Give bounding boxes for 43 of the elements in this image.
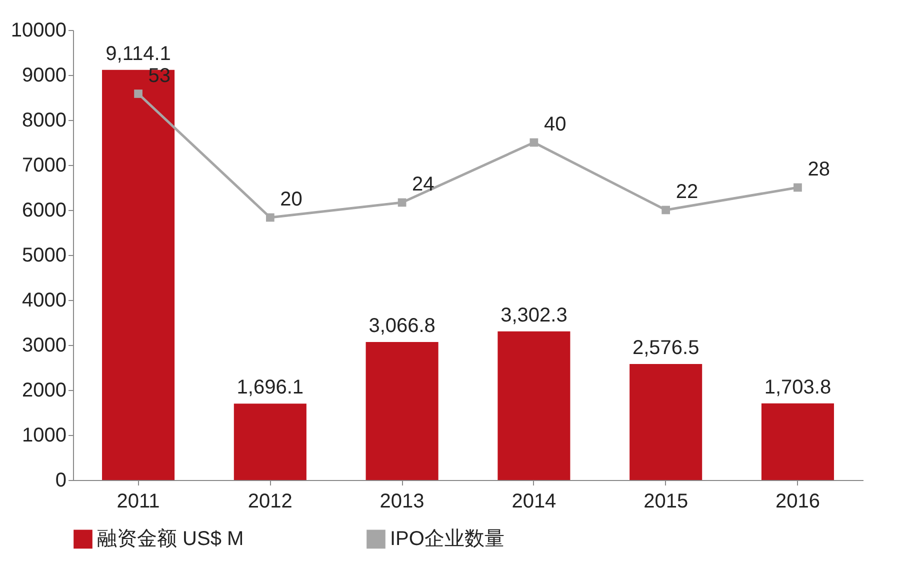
point bbox=[266, 213, 274, 222]
y-tick-label: 10000 bbox=[10, 20, 66, 42]
y-tick-label: 8000 bbox=[22, 110, 66, 132]
bar bbox=[761, 403, 834, 480]
data-label: 28 bbox=[808, 158, 830, 180]
bar bbox=[630, 364, 702, 480]
point bbox=[134, 90, 142, 98]
y-tick-label: 2000 bbox=[22, 380, 66, 402]
x-tick-label: 2016 bbox=[775, 490, 820, 512]
data-label: 3,302.3 bbox=[500, 304, 568, 326]
bar bbox=[498, 331, 570, 480]
y-tick-label: 4000 bbox=[22, 290, 66, 312]
data-label: 20 bbox=[280, 188, 302, 210]
data-label: 3,066.8 bbox=[368, 314, 436, 337]
x-tick-label: 2011 bbox=[116, 490, 160, 512]
data-label: 24 bbox=[412, 174, 434, 196]
point bbox=[794, 183, 802, 192]
x-tick-label: 2014 bbox=[512, 490, 556, 512]
y-tick-label: 7000 bbox=[22, 154, 66, 176]
legend-label: 融资金额 US$ M bbox=[97, 528, 244, 550]
data-label: 40 bbox=[544, 114, 566, 136]
bar bbox=[366, 342, 438, 480]
x-tick-label: 2013 bbox=[380, 490, 424, 512]
y-tick-label: 3000 bbox=[22, 334, 66, 356]
data-label: 1,703.8 bbox=[764, 376, 832, 398]
bar bbox=[102, 70, 175, 480]
point bbox=[662, 206, 670, 214]
data-label: 53 bbox=[148, 64, 171, 87]
legend-label: IPO企业数量 bbox=[390, 528, 504, 550]
point bbox=[398, 198, 406, 207]
y-tick-label: 0 bbox=[55, 470, 66, 492]
y-tick-label: 6000 bbox=[22, 200, 66, 222]
y-tick-label: 9000 bbox=[22, 64, 66, 86]
data-label: 9,114.1 bbox=[106, 42, 171, 65]
point bbox=[530, 138, 538, 147]
x-tick-label: 2015 bbox=[644, 490, 688, 512]
data-label: 2,576.5 bbox=[632, 337, 700, 360]
data-label: 1,696.1 bbox=[236, 376, 304, 399]
y-tick-label: 5000 bbox=[22, 244, 66, 266]
x-tick-label: 2012 bbox=[248, 490, 292, 512]
y-tick-label: 1000 bbox=[22, 424, 66, 446]
data-label: 22 bbox=[676, 181, 698, 203]
bar bbox=[234, 404, 306, 480]
